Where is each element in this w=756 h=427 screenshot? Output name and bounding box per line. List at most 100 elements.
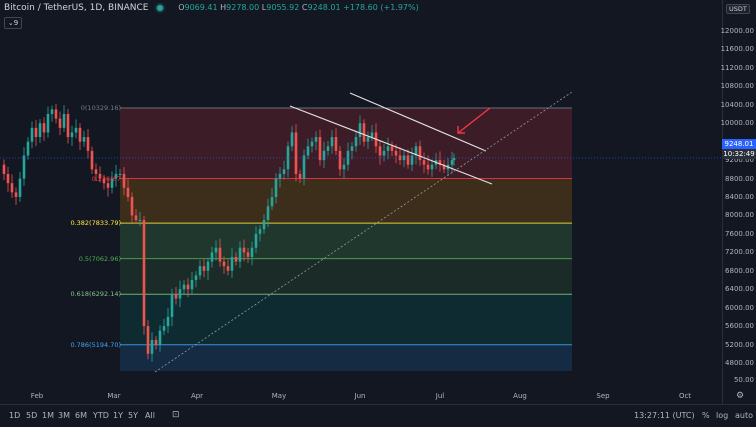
candle-body: [386, 146, 390, 151]
candle-body: [450, 160, 454, 165]
auto-toggle[interactable]: auto: [735, 411, 754, 420]
timeframe-button[interactable]: 5D: [26, 411, 38, 420]
price-chart[interactable]: [0, 0, 722, 404]
timeframe-button[interactable]: 1Y: [113, 411, 123, 420]
bottom-toolbar: 1D 5D 1M 3M 6M YTD 1Y 5Y All ⊡ 13:27:11 (UTC) % …: [0, 404, 756, 427]
candle-body: [138, 220, 142, 222]
price-tick: 5200.00: [725, 340, 754, 349]
candle-body: [82, 137, 86, 142]
timeframe-button[interactable]: 6M: [75, 411, 87, 420]
price-axis[interactable]: 12000.00 11600.00 11200.00 10800.00 10400.00…: [720, 0, 756, 404]
candle-body: [366, 137, 370, 142]
price-tick: 8400.00: [725, 193, 754, 201]
candle-body: [338, 150, 342, 170]
interval-label[interactable]: 1D: [89, 3, 103, 13]
fib-band: [120, 223, 572, 259]
candle-body: [370, 132, 374, 138]
candle-body: [6, 173, 10, 184]
price-tick: 11600.00: [720, 45, 754, 54]
price-tick: 50.00: [733, 376, 754, 384]
currency-badge[interactable]: USDT: [726, 4, 750, 14]
candle-body: [250, 247, 254, 257]
candle-body: [74, 127, 78, 133]
candle-body: [422, 160, 426, 165]
candle-body: [198, 266, 202, 276]
candle-body: [10, 183, 14, 193]
change-value: +178.60 (+1.97%): [343, 3, 419, 12]
low-value: 9055.92: [266, 3, 300, 12]
candle-body: [238, 247, 242, 262]
candle-body: [266, 206, 270, 221]
candle-body: [142, 220, 146, 327]
fib-level-label: 0.786(5194.70): [70, 340, 121, 349]
candle-body: [254, 233, 258, 248]
timeframe-button[interactable]: 5Y: [128, 411, 138, 420]
symbol-header[interactable]: Bitcoin / TetherUS, 1D, BINANCE O9069.41…: [4, 3, 419, 13]
indicator-count: 9: [13, 19, 19, 27]
fib-band: [120, 178, 572, 224]
candle-body: [78, 127, 82, 142]
candle-body: [382, 150, 386, 156]
candle-body: [414, 146, 418, 156]
candle-body: [362, 123, 366, 142]
log-toggle[interactable]: log: [716, 411, 729, 420]
pair-name[interactable]: Bitcoin / TetherUS: [4, 3, 84, 13]
candle-body: [214, 247, 218, 253]
candle-body: [234, 256, 238, 262]
timeframe-button[interactable]: All: [145, 411, 155, 420]
candle-body: [314, 137, 318, 142]
open-value: 9069.41: [184, 3, 218, 12]
close-label: C: [301, 3, 308, 12]
price-tick: 5600.00: [725, 322, 754, 331]
candle-body: [298, 173, 302, 179]
time-tick: Oct: [678, 392, 692, 400]
price-tick: 6000.00: [725, 303, 754, 312]
open-label: O: [178, 3, 185, 12]
high-value: 9278.00: [226, 3, 260, 12]
candle-body: [310, 141, 314, 147]
timeframe-button[interactable]: 1D: [9, 411, 21, 420]
candle-body: [26, 141, 30, 156]
candle-body: [242, 247, 246, 253]
price-tick: 6400.00: [725, 285, 754, 294]
market-status-icon: [157, 4, 164, 11]
percent-toggle[interactable]: %: [702, 411, 710, 420]
indicators-toggle[interactable]: ⌄9: [4, 17, 22, 29]
clock[interactable]: 13:27:11 (UTC): [634, 411, 695, 420]
candle-body: [2, 164, 6, 174]
price-tick: 12000.00: [720, 27, 754, 35]
candle-body: [42, 123, 46, 133]
price-tick: 10800.00: [720, 82, 754, 91]
candle-body: [178, 289, 182, 299]
timeframe-button[interactable]: 3M: [58, 411, 70, 420]
go-to-date-icon[interactable]: ⊡: [172, 410, 180, 420]
candle-body: [294, 132, 298, 174]
exchange-label: BINANCE: [108, 3, 149, 13]
candle-body: [70, 132, 74, 138]
channel-lower-line[interactable]: [289, 105, 493, 185]
candle-body: [358, 123, 362, 138]
candle-body: [166, 316, 170, 327]
candle-body: [90, 150, 94, 170]
time-tick: Jul: [435, 392, 445, 400]
candle-body: [270, 197, 274, 207]
candle-body: [94, 169, 98, 174]
fib-retracement[interactable]: [120, 107, 572, 371]
fib-band: [120, 294, 572, 345]
candle-body: [126, 187, 130, 197]
arrow-line[interactable]: [457, 107, 491, 134]
candle-body: [282, 169, 286, 174]
candle-body: [342, 164, 346, 170]
price-tick: 9200.00: [725, 156, 754, 165]
price-tick: 8000.00: [725, 211, 754, 220]
time-axis[interactable]: Feb Mar Apr May Jun Jul Aug Sep Oct: [0, 390, 722, 404]
candle-body: [226, 266, 230, 271]
drawings[interactable]: [0, 91, 722, 373]
candle-body: [210, 252, 214, 262]
settings-gear-icon[interactable]: ⚙: [736, 391, 745, 401]
bar-countdown: 10:32:49: [722, 149, 756, 159]
candle-body: [222, 261, 226, 267]
timeframe-button[interactable]: YTD: [93, 411, 109, 420]
timeframe-button[interactable]: 1M: [42, 411, 54, 420]
channel-upper-line[interactable]: [349, 92, 487, 152]
